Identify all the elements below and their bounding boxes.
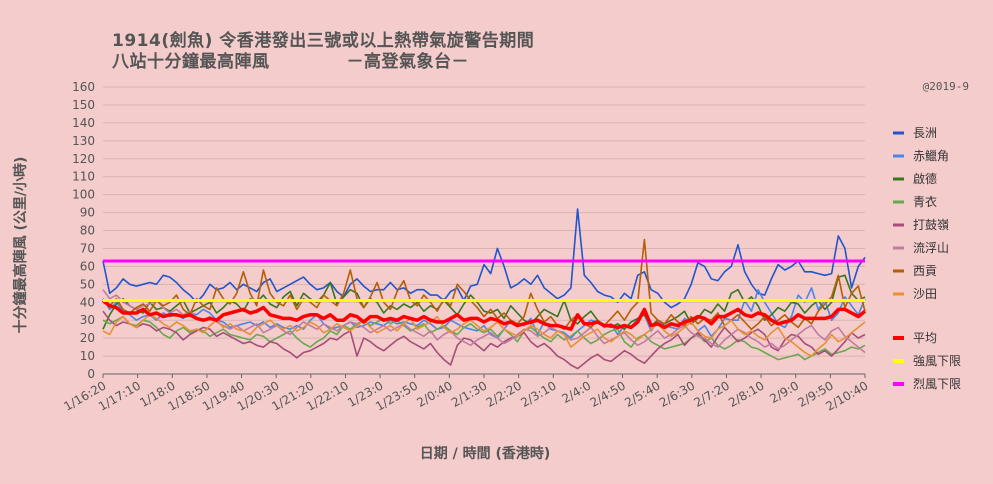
- y-tick-70: 70: [80, 241, 95, 255]
- legend-label-8: 平均: [913, 331, 937, 345]
- legend-label-3: 青衣: [913, 194, 937, 209]
- y-tick-60: 60: [80, 259, 95, 273]
- y-tick-labels: 0 10 20 30 40 50 60 70 80 90 100 110 120 130 140 150 160: [72, 80, 95, 381]
- legend-item-4: 打鼓嶺: [893, 218, 949, 232]
- legend-label-0: 長洲: [913, 126, 937, 140]
- legend-item-2: 啟德: [893, 171, 937, 186]
- series-line-0: [102, 208, 866, 309]
- x-tick-12: 2/2:20: [484, 378, 524, 409]
- grid-lines: [102, 86, 866, 378]
- x-tick-20: 2/9:0: [767, 378, 801, 406]
- legend-label-1: 赤鱲角: [913, 149, 949, 163]
- y-tick-50: 50: [80, 277, 95, 291]
- y-tick-120: 120: [72, 152, 95, 166]
- legend-item-7: 沙田: [893, 287, 937, 301]
- x-tick-11: 2/1:30: [449, 378, 489, 409]
- x-tick-16: 2/5:40: [622, 378, 662, 409]
- y-tick-30: 30: [80, 313, 95, 327]
- y-tick-0: 0: [87, 367, 95, 381]
- y-tick-140: 140: [72, 116, 95, 130]
- y-tick-110: 110: [72, 170, 95, 184]
- legend-label-4: 打鼓嶺: [913, 218, 949, 232]
- legend-item-3: 青衣: [893, 194, 937, 209]
- legend-label-2: 啟德: [913, 171, 937, 186]
- legend-label-5: 流浮山: [913, 241, 949, 255]
- x-tick-10: 2/0:40: [414, 378, 454, 409]
- legend-item-10: 烈風下限: [893, 377, 961, 391]
- x-tick-13: 2/3:10: [518, 378, 558, 409]
- chart-title-line1: 1914(劍魚) 令香港發出三號或以上熱帶氣旋警告期間: [112, 31, 535, 51]
- y-tick-40: 40: [80, 295, 95, 309]
- chart-title-line2: 八站十分鐘最高陣風 －高登氣象台－: [112, 52, 470, 72]
- series-line-3: [102, 315, 866, 361]
- x-tick-17: 2/6:30: [657, 378, 697, 409]
- legend-item-1: 赤鱲角: [893, 149, 949, 163]
- series-line-4: [102, 310, 866, 370]
- y-tick-160: 160: [72, 80, 95, 94]
- x-tick-14: 2/4:0: [560, 378, 594, 406]
- x-tick-18: 2/7:20: [692, 378, 732, 409]
- series-lines: [101, 208, 867, 370]
- threshold-lines: [103, 259, 865, 302]
- series-line-1: [102, 287, 866, 339]
- series-line-8: [101, 299, 867, 331]
- series-line-7: [102, 313, 866, 357]
- series-line-6: [102, 238, 866, 331]
- legend-item-8: 平均: [893, 331, 937, 345]
- legend-item-9: 強風下限: [893, 354, 961, 368]
- legend-label-7: 沙田: [913, 287, 937, 301]
- legend-label-6: 西貢: [913, 264, 937, 278]
- y-tick-100: 100: [72, 188, 95, 202]
- legend-item-5: 流浮山: [893, 241, 949, 255]
- legend-label-9: 強風下限: [913, 354, 961, 368]
- y-tick-80: 80: [80, 224, 95, 238]
- y-tick-150: 150: [72, 98, 95, 112]
- x-tick-labels: 1/16:201/17:101/18:01/18:501/19:401/20:3…: [61, 378, 870, 413]
- legend-label-10: 烈風下限: [913, 377, 961, 391]
- y-tick-10: 10: [80, 349, 95, 363]
- legend-item-6: 西貢: [893, 264, 937, 278]
- x-tick-15: 2/4:50: [588, 378, 628, 409]
- y-tick-130: 130: [72, 134, 95, 148]
- x-tick-19: 2/8:10: [726, 378, 766, 409]
- y-tick-20: 20: [80, 331, 95, 345]
- chart-credit: @2019-9: [922, 80, 969, 93]
- x-axis-label: 日期 / 時間 (香港時): [419, 446, 551, 462]
- y-tick-90: 90: [80, 206, 95, 220]
- legend-item-0: 長洲: [893, 126, 937, 140]
